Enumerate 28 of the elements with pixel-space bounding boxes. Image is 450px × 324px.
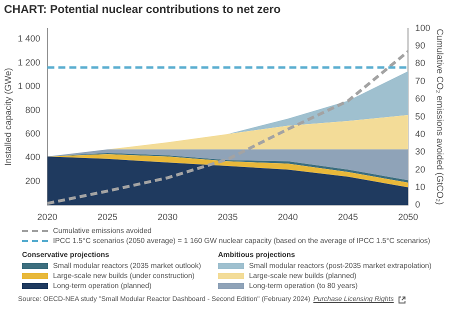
- chart-title: CHART: Potential nuclear contributions to net zero: [3, 3, 282, 18]
- x-tick-label: 2040: [278, 212, 298, 222]
- x-tick-label: 2035: [218, 212, 238, 222]
- y-tick-label: 1 000: [18, 81, 40, 92]
- y2-tick-label: 10: [415, 182, 426, 192]
- y2-tick-label: 40: [415, 128, 426, 139]
- y2-tick-label: 90: [415, 40, 426, 51]
- x-tick-label: 2045: [338, 212, 358, 222]
- y2-axis-title: Cumulative CO₂ emissions avoided (GtCO₂): [435, 28, 446, 205]
- y2-tick-label: 20: [415, 164, 426, 174]
- y-tick-label: 1 200: [18, 57, 40, 68]
- x-tick-label: 2020: [37, 212, 58, 222]
- x-tick-label: 2030: [158, 212, 178, 222]
- y2-tick-label: 30: [415, 146, 426, 157]
- y2-tick-label: 60: [415, 94, 426, 104]
- y-tick-label: 600: [25, 128, 40, 138]
- y-tick-label: 1 400: [18, 34, 40, 44]
- y2-tick-label: 80: [415, 58, 426, 68]
- y2-tick-label: 50: [415, 111, 426, 122]
- y2-tick-label: 70: [415, 76, 426, 86]
- x-tick-label: 2025: [97, 212, 118, 222]
- y2-tick-label: 0: [415, 200, 420, 210]
- y-tick-label: 200: [25, 176, 40, 186]
- y2-tick-label: 100: [415, 22, 430, 33]
- y-axis-title: Installed capacity (GWe): [2, 68, 13, 166]
- y-tick-label: 400: [25, 152, 40, 162]
- x-tick-label: 2050: [398, 212, 418, 222]
- y-tick-label: 800: [25, 104, 40, 115]
